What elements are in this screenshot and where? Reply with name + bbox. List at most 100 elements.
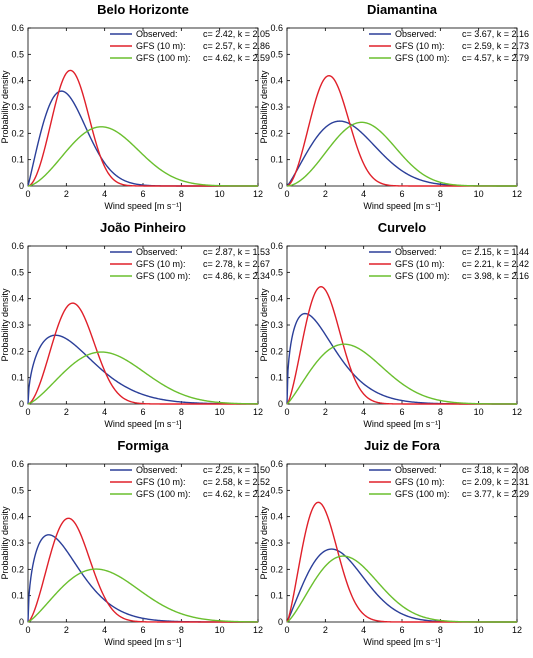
y-tick-label: 0.5 bbox=[270, 485, 283, 495]
legend-entry-params: c= 4.62, k = 2.24 bbox=[203, 489, 270, 499]
x-tick-label: 4 bbox=[361, 625, 366, 635]
x-tick-label: 8 bbox=[179, 407, 184, 417]
plot-area bbox=[27, 245, 259, 405]
y-tick-label: 0.4 bbox=[11, 512, 24, 522]
x-tick-label: 8 bbox=[179, 625, 184, 635]
series-line-2 bbox=[286, 286, 517, 405]
legend-entry-params: c= 2.25, k = 1.50 bbox=[203, 465, 270, 475]
legend-entry-name: Observed: bbox=[136, 247, 178, 257]
plot-area bbox=[286, 27, 518, 187]
legend-entry-name: GFS (10 m): bbox=[395, 41, 445, 51]
y-tick-label: 0.1 bbox=[11, 591, 24, 601]
y-tick-label: 0.5 bbox=[11, 49, 24, 59]
plot-area bbox=[27, 27, 259, 187]
plot-area bbox=[286, 463, 518, 623]
y-tick-label: 0.6 bbox=[270, 459, 283, 469]
series-line-1 bbox=[286, 548, 517, 623]
y-axis-label: Probability density bbox=[0, 506, 10, 580]
series-line-2 bbox=[27, 517, 258, 623]
x-tick-label: 0 bbox=[25, 189, 30, 199]
x-tick-label: 0 bbox=[284, 189, 289, 199]
chart-panel-2: Diamantina 0 2 4 6 8 10 12 0 0.1 0.2 0.3 0.4 0.5 0.6 Wi… bbox=[259, 2, 529, 211]
series-line-3 bbox=[286, 121, 517, 187]
x-tick-label: 4 bbox=[102, 189, 107, 199]
y-tick-label: 0 bbox=[278, 181, 283, 191]
y-tick-label: 0.1 bbox=[270, 155, 283, 165]
x-tick-label: 12 bbox=[512, 189, 522, 199]
y-tick-label: 0.2 bbox=[11, 346, 24, 356]
x-tick-label: 2 bbox=[64, 625, 69, 635]
legend-entry-params: c= 2.09, k = 2.31 bbox=[462, 477, 529, 487]
x-tick-label: 4 bbox=[361, 407, 366, 417]
legend-entry-params: c= 4.62, k = 2.59 bbox=[203, 53, 270, 63]
legend-entry-name: GFS (10 m): bbox=[395, 259, 445, 269]
y-tick-label: 0.1 bbox=[11, 373, 24, 383]
legend-entry-name: Observed: bbox=[395, 29, 437, 39]
legend-entry-name: GFS (10 m): bbox=[136, 259, 186, 269]
legend-entry-params: c= 2.57, k = 2.86 bbox=[203, 41, 270, 51]
y-tick-label: 0 bbox=[19, 617, 24, 627]
x-tick-label: 12 bbox=[253, 189, 263, 199]
chart-panel-3: João Pinheiro 0 2 4 6 8 10 12 0 0.1 0.2 0.3 0.4 0.5 0.… bbox=[0, 220, 270, 429]
chart-panel-5: Formiga 0 2 4 6 8 10 12 0 0.1 0.2 0.3 0.4 0.5 0.6 Wind … bbox=[0, 438, 270, 647]
x-axis-label: Wind speed [m s⁻¹] bbox=[104, 419, 181, 429]
y-tick-label: 0.2 bbox=[270, 346, 283, 356]
y-axis-label: Probability density bbox=[259, 288, 269, 362]
series-line-1 bbox=[286, 312, 517, 405]
legend-entry-name: GFS (100 m): bbox=[136, 271, 191, 281]
series-line-2 bbox=[27, 69, 258, 187]
y-tick-label: 0.3 bbox=[11, 320, 24, 330]
series-line-3 bbox=[286, 343, 517, 405]
legend-entry-params: c= 2.21, k = 2.42 bbox=[462, 259, 529, 269]
chart-title: Formiga bbox=[117, 438, 169, 453]
x-tick-label: 10 bbox=[215, 407, 225, 417]
plot-area bbox=[286, 245, 518, 405]
x-tick-label: 2 bbox=[64, 189, 69, 199]
series-line-1 bbox=[27, 90, 258, 187]
y-tick-label: 0.3 bbox=[11, 102, 24, 112]
series-line-3 bbox=[27, 568, 258, 623]
x-axis-label: Wind speed [m s⁻¹] bbox=[363, 637, 440, 647]
y-tick-label: 0.3 bbox=[270, 320, 283, 330]
y-tick-label: 0.6 bbox=[270, 241, 283, 251]
x-tick-label: 2 bbox=[323, 189, 328, 199]
legend-entry-params: c= 2.59, k = 2.73 bbox=[462, 41, 529, 51]
legend-entry-name: GFS (10 m): bbox=[136, 477, 186, 487]
legend-entry-name: Observed: bbox=[136, 29, 178, 39]
x-axis-label: Wind speed [m s⁻¹] bbox=[104, 201, 181, 211]
x-tick-label: 2 bbox=[323, 625, 328, 635]
series-line-1 bbox=[27, 534, 258, 623]
x-tick-label: 10 bbox=[474, 189, 484, 199]
y-tick-label: 0.5 bbox=[11, 485, 24, 495]
x-tick-label: 8 bbox=[179, 189, 184, 199]
series-line-3 bbox=[27, 126, 259, 187]
y-tick-label: 0.5 bbox=[270, 267, 283, 277]
chart-title: Curvelo bbox=[378, 220, 426, 235]
legend-entry-name: GFS (100 m): bbox=[136, 489, 191, 499]
y-tick-label: 0 bbox=[278, 617, 283, 627]
x-tick-label: 6 bbox=[140, 407, 145, 417]
y-tick-label: 0.4 bbox=[11, 76, 24, 86]
y-tick-label: 0.6 bbox=[11, 459, 24, 469]
chart-panel-6: Juiz de Fora 0 2 4 6 8 10 12 0 0.1 0.2 0.3 0.4 0.5 0.6… bbox=[259, 438, 529, 647]
x-tick-label: 6 bbox=[399, 189, 404, 199]
y-tick-label: 0.2 bbox=[270, 564, 283, 574]
x-tick-label: 10 bbox=[474, 625, 484, 635]
legend-entry-name: GFS (10 m): bbox=[395, 477, 445, 487]
x-tick-label: 6 bbox=[399, 407, 404, 417]
series-line-3 bbox=[286, 555, 517, 623]
legend-entry-name: GFS (10 m): bbox=[136, 41, 186, 51]
legend-entry-name: GFS (100 m): bbox=[395, 489, 450, 499]
x-tick-label: 0 bbox=[284, 625, 289, 635]
x-tick-label: 4 bbox=[361, 189, 366, 199]
y-tick-label: 0.5 bbox=[270, 49, 283, 59]
y-tick-label: 0.5 bbox=[11, 267, 24, 277]
series-line-3 bbox=[27, 351, 259, 405]
plot-area bbox=[27, 463, 259, 623]
x-tick-label: 6 bbox=[140, 625, 145, 635]
y-axis-label: Probability density bbox=[0, 70, 10, 144]
x-tick-label: 0 bbox=[25, 407, 30, 417]
y-tick-label: 0.4 bbox=[11, 294, 24, 304]
x-tick-label: 8 bbox=[438, 189, 443, 199]
